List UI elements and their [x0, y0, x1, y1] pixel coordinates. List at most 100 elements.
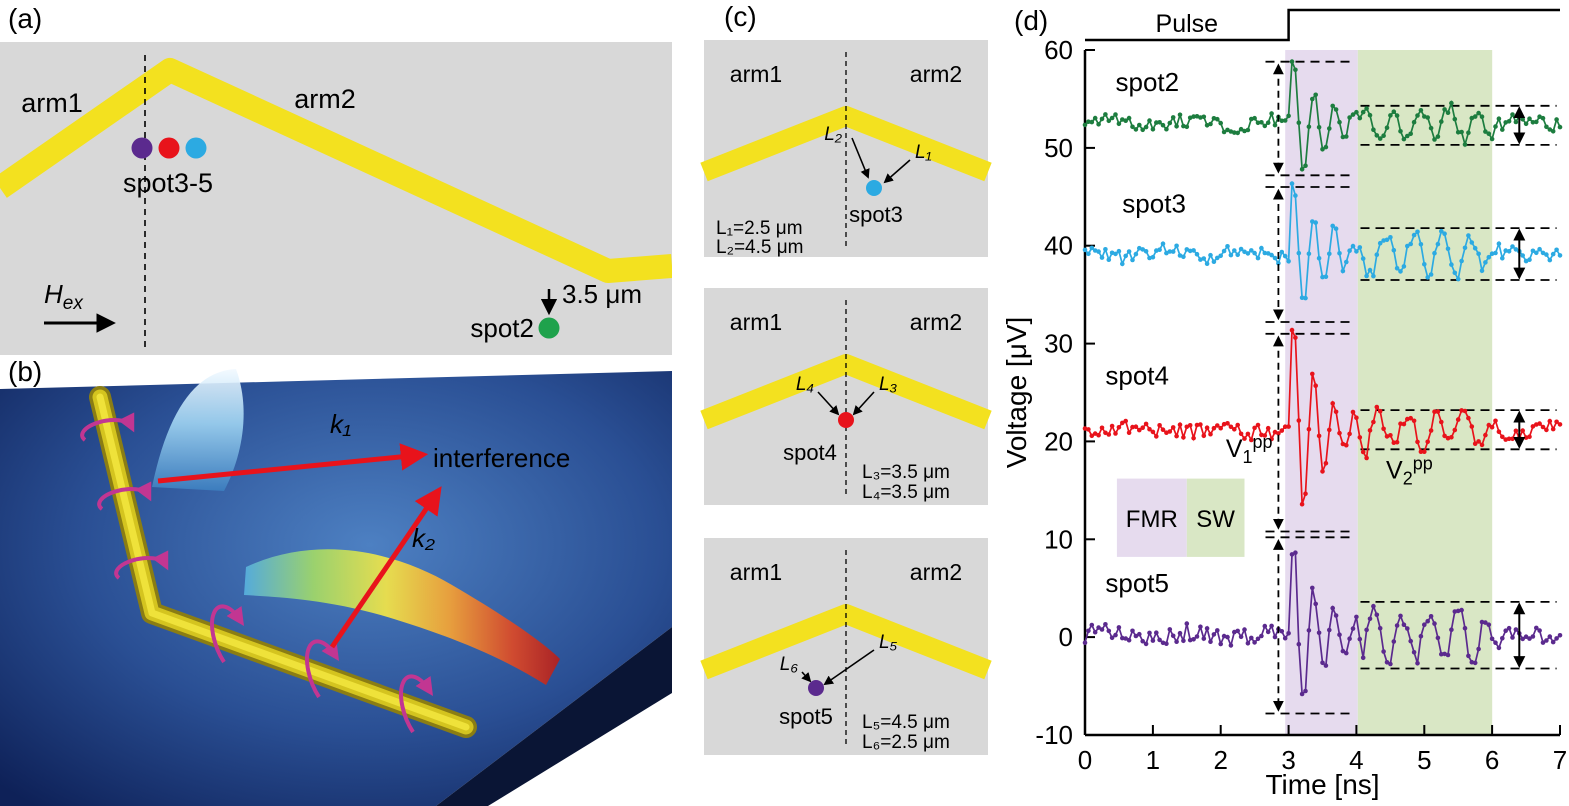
dim-line-1: L₁=2.5 μm [716, 218, 803, 239]
series-label-spot4: spot4 [1105, 361, 1169, 391]
x-tick-label: 1 [1146, 745, 1160, 775]
x-tick-label: 3 [1281, 745, 1295, 775]
precession-ring-icon [399, 674, 433, 734]
precession-ring-icon [114, 550, 169, 580]
k2-label: k₂ [412, 523, 435, 553]
l5-label: L₅ [879, 632, 898, 653]
l5-pointer [823, 649, 875, 686]
l3-label: L₃ [879, 374, 898, 395]
legend-sw-label: SW [1196, 506, 1235, 533]
interference-label: interference [433, 443, 570, 473]
dim-line-2: L₆=2.5 μm [862, 732, 950, 753]
panel-d-label: (d) [1014, 5, 1048, 36]
panel-c-box-spot4: arm1 arm2 L₄ L₃ spot4 L₃=3.5 μm L₄=3.5 μ… [700, 288, 992, 505]
waveguide-stripe [0, 58, 672, 283]
panel-c: (c) arm1 arm2 L₂ L₁ spot3 L₁=2.5 μm L₂=4… [700, 1, 992, 755]
precession-rings [80, 412, 433, 734]
arm1-label: arm1 [730, 61, 782, 87]
precession-ring-icon [97, 481, 152, 511]
arm2-label: arm2 [910, 559, 962, 585]
trace-spot3-markers [1082, 181, 1563, 301]
panel-c-box-spot3: arm1 arm2 L₂ L₁ spot3 L₁=2.5 μm L₂=4.5 μ… [700, 40, 992, 258]
spot2-label: spot2 [470, 313, 534, 343]
trace-spot4-markers [1082, 327, 1563, 507]
l6-label: L₆ [780, 654, 799, 675]
y-tick-label: 0 [1059, 622, 1073, 652]
l4-pointer [817, 391, 840, 416]
l1-pointer [883, 159, 911, 184]
panel-c-box-spot5: arm1 arm2 L₆ L₅ spot5 L₅=4.5 μm L₆=2.5 μ… [700, 538, 992, 755]
arm1-label: arm1 [730, 559, 782, 585]
spin-wave-fan [152, 369, 244, 491]
l6-pointer [801, 671, 812, 683]
l1-label: L₁ [915, 142, 932, 163]
x-tick-label: 7 [1553, 745, 1567, 775]
precession-ring-icon [210, 604, 244, 664]
x-tick-label: 5 [1417, 745, 1431, 775]
x-axis-title: Time [ns] [1265, 769, 1379, 800]
legend-sw-swatch [1186, 478, 1245, 557]
substrate-edge [436, 627, 672, 806]
dim-line-1: L₃=3.5 μm [862, 462, 950, 483]
legend-fmr-swatch [1116, 478, 1187, 557]
series-label-spot5: spot5 [1105, 568, 1169, 598]
spot3-dot [866, 180, 882, 196]
panel-a-label: (a) [8, 3, 42, 34]
spot5-dot [808, 680, 824, 696]
dim-line-2: L₂=4.5 μm [716, 237, 804, 258]
panel-b-label: (b) [8, 356, 42, 387]
spot5-label: spot5 [779, 704, 833, 729]
l2-pointer [851, 137, 870, 179]
panel-c-label: (c) [724, 1, 757, 32]
x-tick-label: 4 [1349, 745, 1363, 775]
trace-spot5-markers [1082, 550, 1563, 697]
l3-pointer [852, 391, 875, 416]
y-axis-title: Voltage [μV] [1001, 317, 1032, 469]
y-tick-label: 20 [1044, 426, 1073, 456]
l4-label: L₄ [796, 374, 814, 395]
trace-spot2-markers [1082, 59, 1563, 172]
arm1-label: arm1 [21, 88, 83, 118]
arm2-label: arm2 [910, 61, 962, 87]
y-tick-label: 50 [1044, 133, 1073, 163]
arm2-label: arm2 [910, 309, 962, 335]
pulse-waveform [1085, 8, 1560, 42]
x-tick-label: 6 [1485, 745, 1499, 775]
panel-b: k₁ k₂ interference (b) [0, 356, 672, 806]
l2-label: L₂ [824, 124, 843, 145]
waveguide-tube-highlight [96, 393, 470, 731]
series-label-spot2: spot2 [1116, 67, 1180, 97]
spot4-dot [158, 137, 180, 159]
precession-ring-icon [80, 412, 135, 442]
external-field-label: Hex [44, 279, 84, 314]
region-FMR [1285, 50, 1358, 735]
k2-arrow [329, 486, 442, 649]
distance-label: 3.5 μm [562, 279, 642, 309]
pulse-label: Pulse [1156, 10, 1219, 38]
spot3-dot [185, 137, 207, 159]
y-tick-label: 40 [1044, 231, 1073, 261]
legend-fmr-label: FMR [1126, 506, 1178, 533]
y-tick-label: 60 [1044, 35, 1073, 65]
k1-label: k₁ [330, 409, 351, 439]
dim-line-2: L₄=3.5 μm [862, 482, 950, 503]
arm1-label: arm1 [730, 309, 782, 335]
panel-a-background [0, 42, 672, 355]
spot4-label: spot4 [783, 440, 837, 465]
dim-line-1: L₅=4.5 μm [862, 712, 950, 733]
panel-a: (a) arm1 arm2 spot3-5 Hex spot2 3.5 μm [0, 3, 672, 355]
arm2-label: arm2 [294, 84, 356, 114]
x-tick-label: 0 [1078, 745, 1092, 775]
y-tick-label: 10 [1044, 524, 1073, 554]
series-label-spot3: spot3 [1122, 188, 1186, 218]
precession-ring-icon [305, 639, 339, 699]
region-SW [1357, 50, 1493, 735]
spot2-dot [538, 317, 560, 339]
spot4-dot [838, 412, 854, 428]
spots-3-5-label: spot3-5 [123, 168, 213, 198]
y-tick-label: -10 [1035, 720, 1073, 750]
x-tick-label: 2 [1213, 745, 1227, 775]
spin-wave-ribbon [244, 549, 560, 685]
